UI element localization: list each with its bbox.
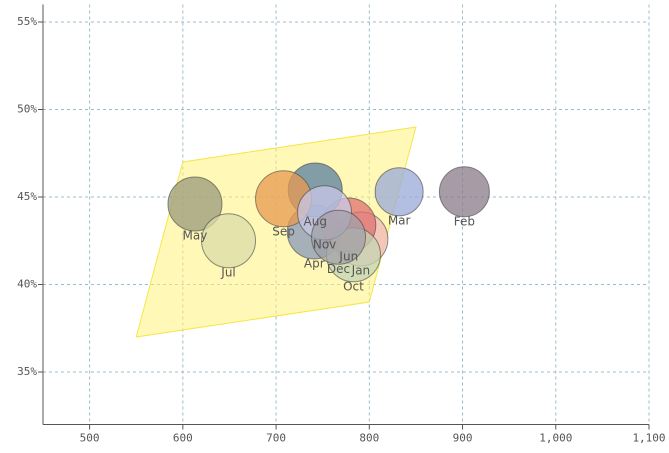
x-tick-label: 700 [266,432,286,445]
bubble [311,209,367,265]
point-label: Jun [338,250,358,264]
y-tick-label: 55% [17,15,37,28]
bubble [167,176,223,232]
x-tick-label: 900 [453,432,473,445]
x-tick-label: 600 [173,432,193,445]
point-label: Mar [388,213,411,227]
point-label: Dec [327,262,350,276]
point-label: Apr [304,257,325,271]
point-label: Aug [304,215,327,229]
point-label: May [183,229,208,243]
point-label: Jan [351,264,371,278]
bubble [438,166,490,218]
point-label: Nov [313,237,336,251]
y-tick-label: 35% [17,365,37,378]
x-tick-label: 1,000 [539,432,572,445]
point-label: Feb [454,214,475,228]
x-tick-label: 800 [359,432,379,445]
y-tick-label: 40% [17,278,37,291]
point-label: Oct [343,279,364,293]
x-tick-label: 500 [80,432,100,445]
x-tick-label: 1,100 [632,432,665,445]
y-tick-label: 45% [17,190,37,203]
y-tick-label: 50% [17,103,37,116]
point-label: Sep [272,224,295,238]
bubble [374,167,424,217]
bubble [201,213,257,269]
point-label: Jul [220,265,235,279]
